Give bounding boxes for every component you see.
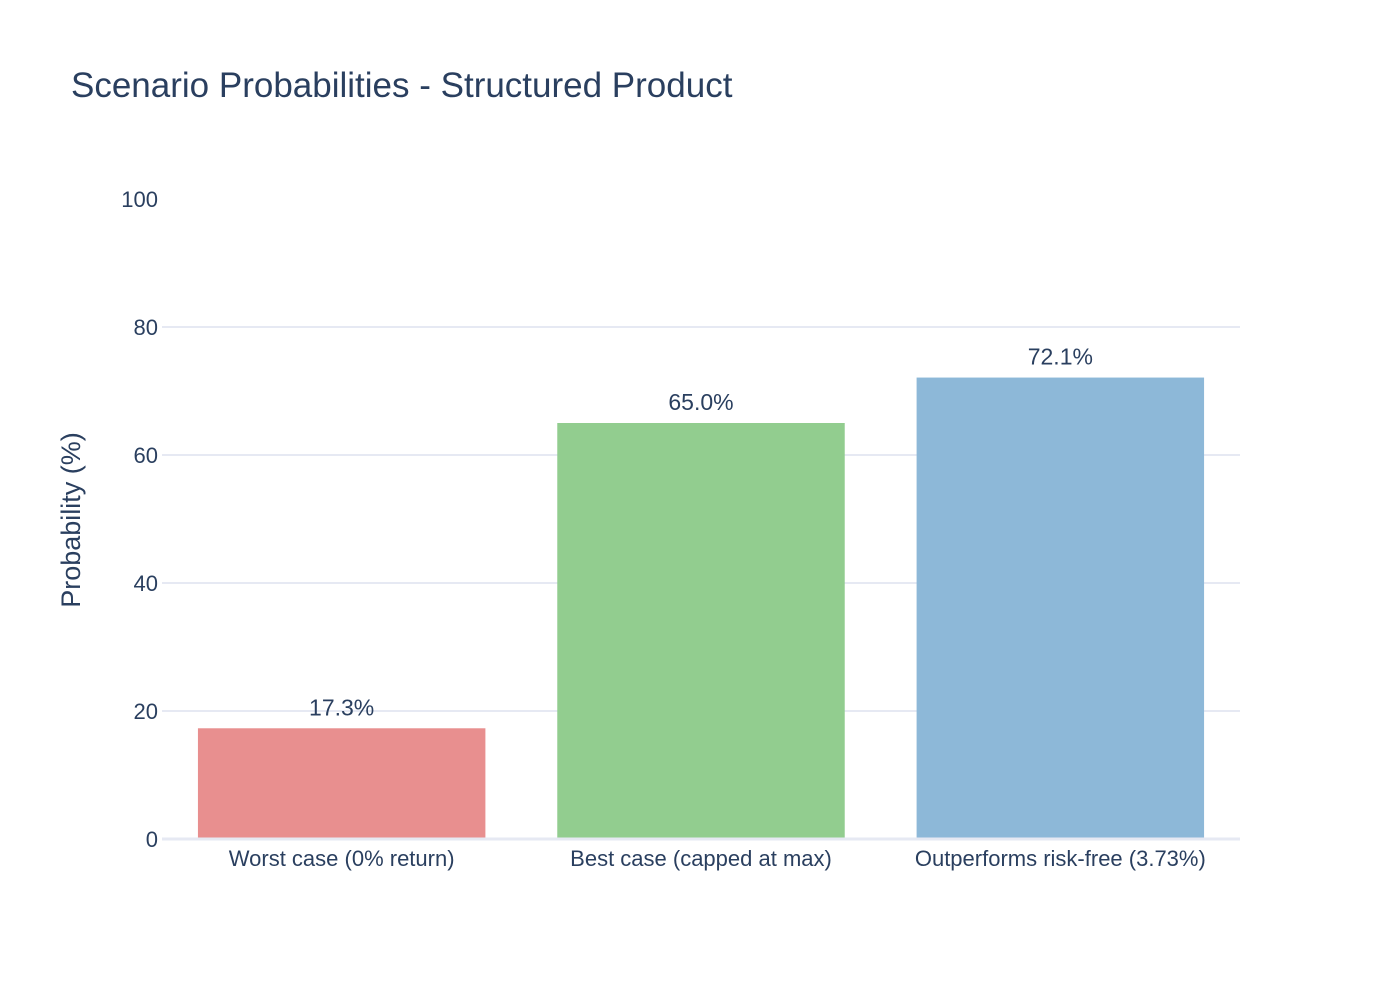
data-labels: 17.3% 65.0% 72.1%	[309, 344, 1093, 721]
y-tick-label: 100	[121, 187, 158, 212]
bar	[916, 377, 1205, 839]
chart-title: Scenario Probabilities - Structured Prod…	[71, 66, 733, 105]
y-axis-title: Probability (%)	[56, 432, 86, 608]
x-tick-label: Outperforms risk-free (3.73%)	[915, 846, 1206, 871]
y-tick-label: 80	[134, 315, 158, 340]
bar-data-label: 72.1%	[1028, 344, 1093, 370]
y-tick-label: 40	[134, 571, 158, 596]
y-tick-label: 60	[134, 443, 158, 468]
axes: 0 20 40 60 80 100 Worst case (0% return) Best c…	[121, 187, 1240, 871]
bar-data-label: 17.3%	[309, 694, 374, 720]
x-tick-label: Worst case (0% return)	[229, 846, 455, 871]
bar	[557, 423, 845, 839]
bar	[197, 728, 486, 839]
x-tick-label: Best case (capped at max)	[570, 846, 832, 871]
y-tick-label: 20	[134, 699, 158, 724]
y-tick-label: 0	[146, 827, 158, 852]
bar-data-label: 65.0%	[668, 389, 733, 415]
bars	[197, 377, 1205, 839]
